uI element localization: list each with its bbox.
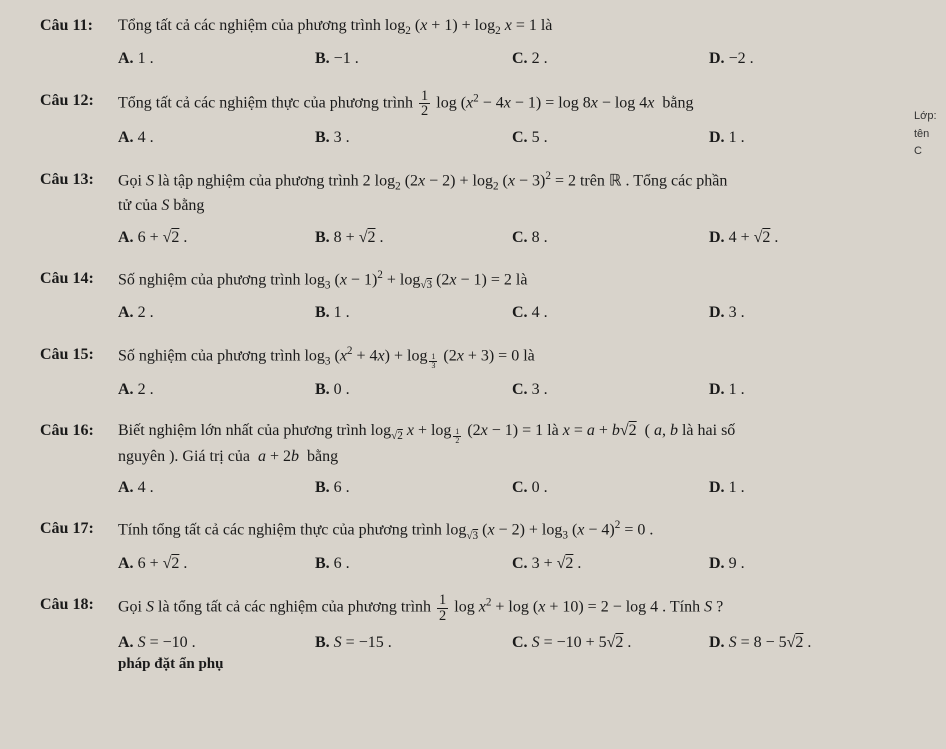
- option-a: A.2 .: [118, 378, 315, 401]
- option-c: C.3 + 2 .: [512, 552, 709, 575]
- question-18: Câu 18: Gọi S là tổng tất cả các nghiệm …: [40, 593, 906, 654]
- question-options: A.4 . B.3 . C.5 . D.1 .: [118, 126, 906, 149]
- question-stem: Biết nghiệm lớn nhất của phương trình lo…: [118, 419, 906, 445]
- footer-cutoff-text: pháp đặt ẩn phụ: [118, 656, 906, 673]
- page-content: Câu 11: Tổng tất cả các nghiệm của phươn…: [0, 0, 946, 681]
- option-a: A.4 .: [118, 126, 315, 149]
- question-label: Câu 18:: [40, 593, 108, 616]
- question-stem-continuation: nguyên ). Giá trị của a + 2b bằng: [118, 445, 906, 468]
- question-label: Câu 11:: [40, 14, 108, 37]
- option-b: B.6 .: [315, 552, 512, 575]
- question-11: Câu 11: Tổng tất cả các nghiệm của phươn…: [40, 14, 906, 71]
- question-14: Câu 14: Số nghiệm của phương trình log3 …: [40, 267, 906, 325]
- question-stem: Số nghiệm của phương trình log3 (x2 + 4x…: [118, 343, 906, 370]
- option-c: C.S = −10 + 52 .: [512, 631, 709, 654]
- question-stem-continuation: tử của S bằng: [118, 194, 906, 217]
- option-a: A.6 + 2 .: [118, 552, 315, 575]
- option-c: C.8 .: [512, 226, 709, 249]
- option-c: C.4 .: [512, 301, 709, 324]
- option-a: A.2 .: [118, 301, 315, 324]
- question-stem: Tổng tất cả các nghiệm thực của phương t…: [118, 89, 906, 119]
- question-12: Câu 12: Tổng tất cả các nghiệm thực của …: [40, 89, 906, 150]
- option-c: C.3 .: [512, 378, 709, 401]
- option-d: D.1 .: [709, 476, 906, 499]
- option-d: D.3 .: [709, 301, 906, 324]
- question-stem: Tính tổng tất cả các nghiệm thực của phư…: [118, 517, 906, 544]
- option-a: A.6 + 2 .: [118, 226, 315, 249]
- question-17: Câu 17: Tính tổng tất cả các nghiệm thực…: [40, 517, 906, 575]
- option-c: C.5 .: [512, 126, 709, 149]
- margin-note-line: C: [914, 143, 942, 161]
- question-15: Câu 15: Số nghiệm của phương trình log3 …: [40, 343, 906, 401]
- margin-note-line: Lớp:: [914, 108, 942, 126]
- question-options: A.S = −10 . B.S = −15 . C.S = −10 + 52 .…: [118, 631, 906, 654]
- option-d: D.1 .: [709, 126, 906, 149]
- option-a: A.4 .: [118, 476, 315, 499]
- option-c: C.0 .: [512, 476, 709, 499]
- option-b: B.0 .: [315, 378, 512, 401]
- option-a: A.S = −10 .: [118, 631, 315, 654]
- margin-notes: Lớp: tên C: [914, 108, 942, 161]
- option-d: D.9 .: [709, 552, 906, 575]
- option-d: D.1 .: [709, 378, 906, 401]
- question-options: A.2 . B.0 . C.3 . D.1 .: [118, 378, 906, 401]
- option-a: A.1 .: [118, 47, 315, 70]
- question-options: A.6 + 2 . B.8 + 2 . C.8 . D.4 + 2 .: [118, 226, 906, 249]
- question-16: Câu 16: Biết nghiệm lớn nhất của phương …: [40, 419, 906, 499]
- question-label: Câu 17:: [40, 517, 108, 540]
- option-b: B.−1 .: [315, 47, 512, 70]
- question-label: Câu 15:: [40, 343, 108, 366]
- question-stem: Tổng tất cả các nghiệm của phương trình …: [118, 14, 906, 39]
- question-options: A.1 . B.−1 . C.2 . D.−2 .: [118, 47, 906, 70]
- option-b: B.S = −15 .: [315, 631, 512, 654]
- option-c: C.2 .: [512, 47, 709, 70]
- question-label: Câu 14:: [40, 267, 108, 290]
- option-b: B.8 + 2 .: [315, 226, 512, 249]
- question-stem: Số nghiệm của phương trình log3 (x − 1)2…: [118, 267, 906, 294]
- question-options: A.4 . B.6 . C.0 . D.1 .: [118, 476, 906, 499]
- question-options: A.2 . B.1 . C.4 . D.3 .: [118, 301, 906, 324]
- margin-note-line: tên: [914, 126, 942, 144]
- option-b: B.1 .: [315, 301, 512, 324]
- question-label: Câu 12:: [40, 89, 108, 112]
- question-stem: Gọi S là tập nghiệm của phương trình 2 l…: [118, 168, 906, 195]
- option-d: D.S = 8 − 52 .: [709, 631, 906, 654]
- question-13: Câu 13: Gọi S là tập nghiệm của phương t…: [40, 168, 906, 249]
- question-options: A.6 + 2 . B.6 . C.3 + 2 . D.9 .: [118, 552, 906, 575]
- question-stem: Gọi S là tổng tất cả các nghiệm của phươ…: [118, 593, 906, 623]
- option-b: B.3 .: [315, 126, 512, 149]
- question-label: Câu 16:: [40, 419, 108, 442]
- question-label: Câu 13:: [40, 168, 108, 191]
- option-d: D.−2 .: [709, 47, 906, 70]
- option-b: B.6 .: [315, 476, 512, 499]
- option-d: D.4 + 2 .: [709, 226, 906, 249]
